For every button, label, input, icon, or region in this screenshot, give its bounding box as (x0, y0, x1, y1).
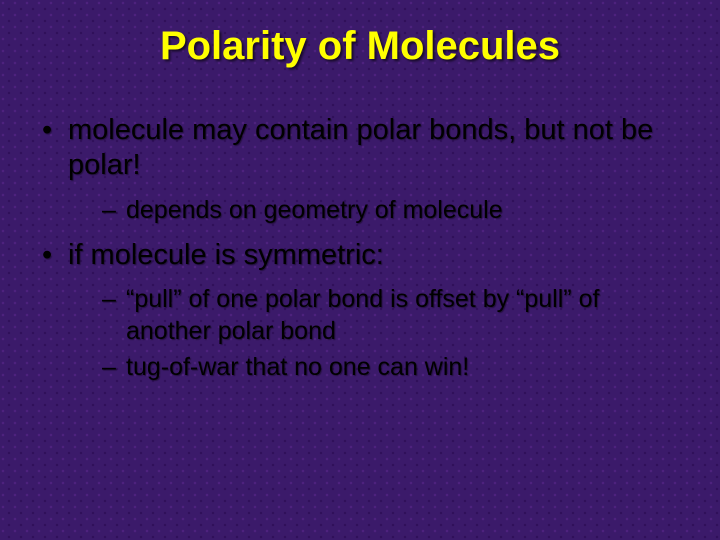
sub-bullet-list: depends on geometry of molecule (68, 194, 680, 226)
sub-bullet-text: tug-of-war that no one can win! (126, 353, 469, 381)
bullet-item: if molecule is symmetric: “pull” of one … (40, 238, 680, 383)
bullet-text: molecule may contain polar bonds, but no… (68, 114, 653, 181)
bullet-list: molecule may contain polar bonds, but no… (40, 113, 680, 383)
sub-bullet-text: depends on geometry of molecule (126, 196, 503, 224)
bullet-item: molecule may contain polar bonds, but no… (40, 113, 680, 226)
bullet-text: if molecule is symmetric: (68, 239, 384, 271)
slide-title: Polarity of Molecules (40, 24, 680, 69)
slide: Polarity of Molecules molecule may conta… (0, 0, 720, 540)
sub-bullet-item: “pull” of one polar bond is offset by “p… (68, 283, 680, 347)
sub-bullet-text: “pull” of one polar bond is offset by “p… (126, 285, 599, 345)
sub-bullet-list: “pull” of one polar bond is offset by “p… (68, 283, 680, 383)
sub-bullet-item: depends on geometry of molecule (68, 194, 680, 226)
sub-bullet-item: tug-of-war that no one can win! (68, 351, 680, 383)
